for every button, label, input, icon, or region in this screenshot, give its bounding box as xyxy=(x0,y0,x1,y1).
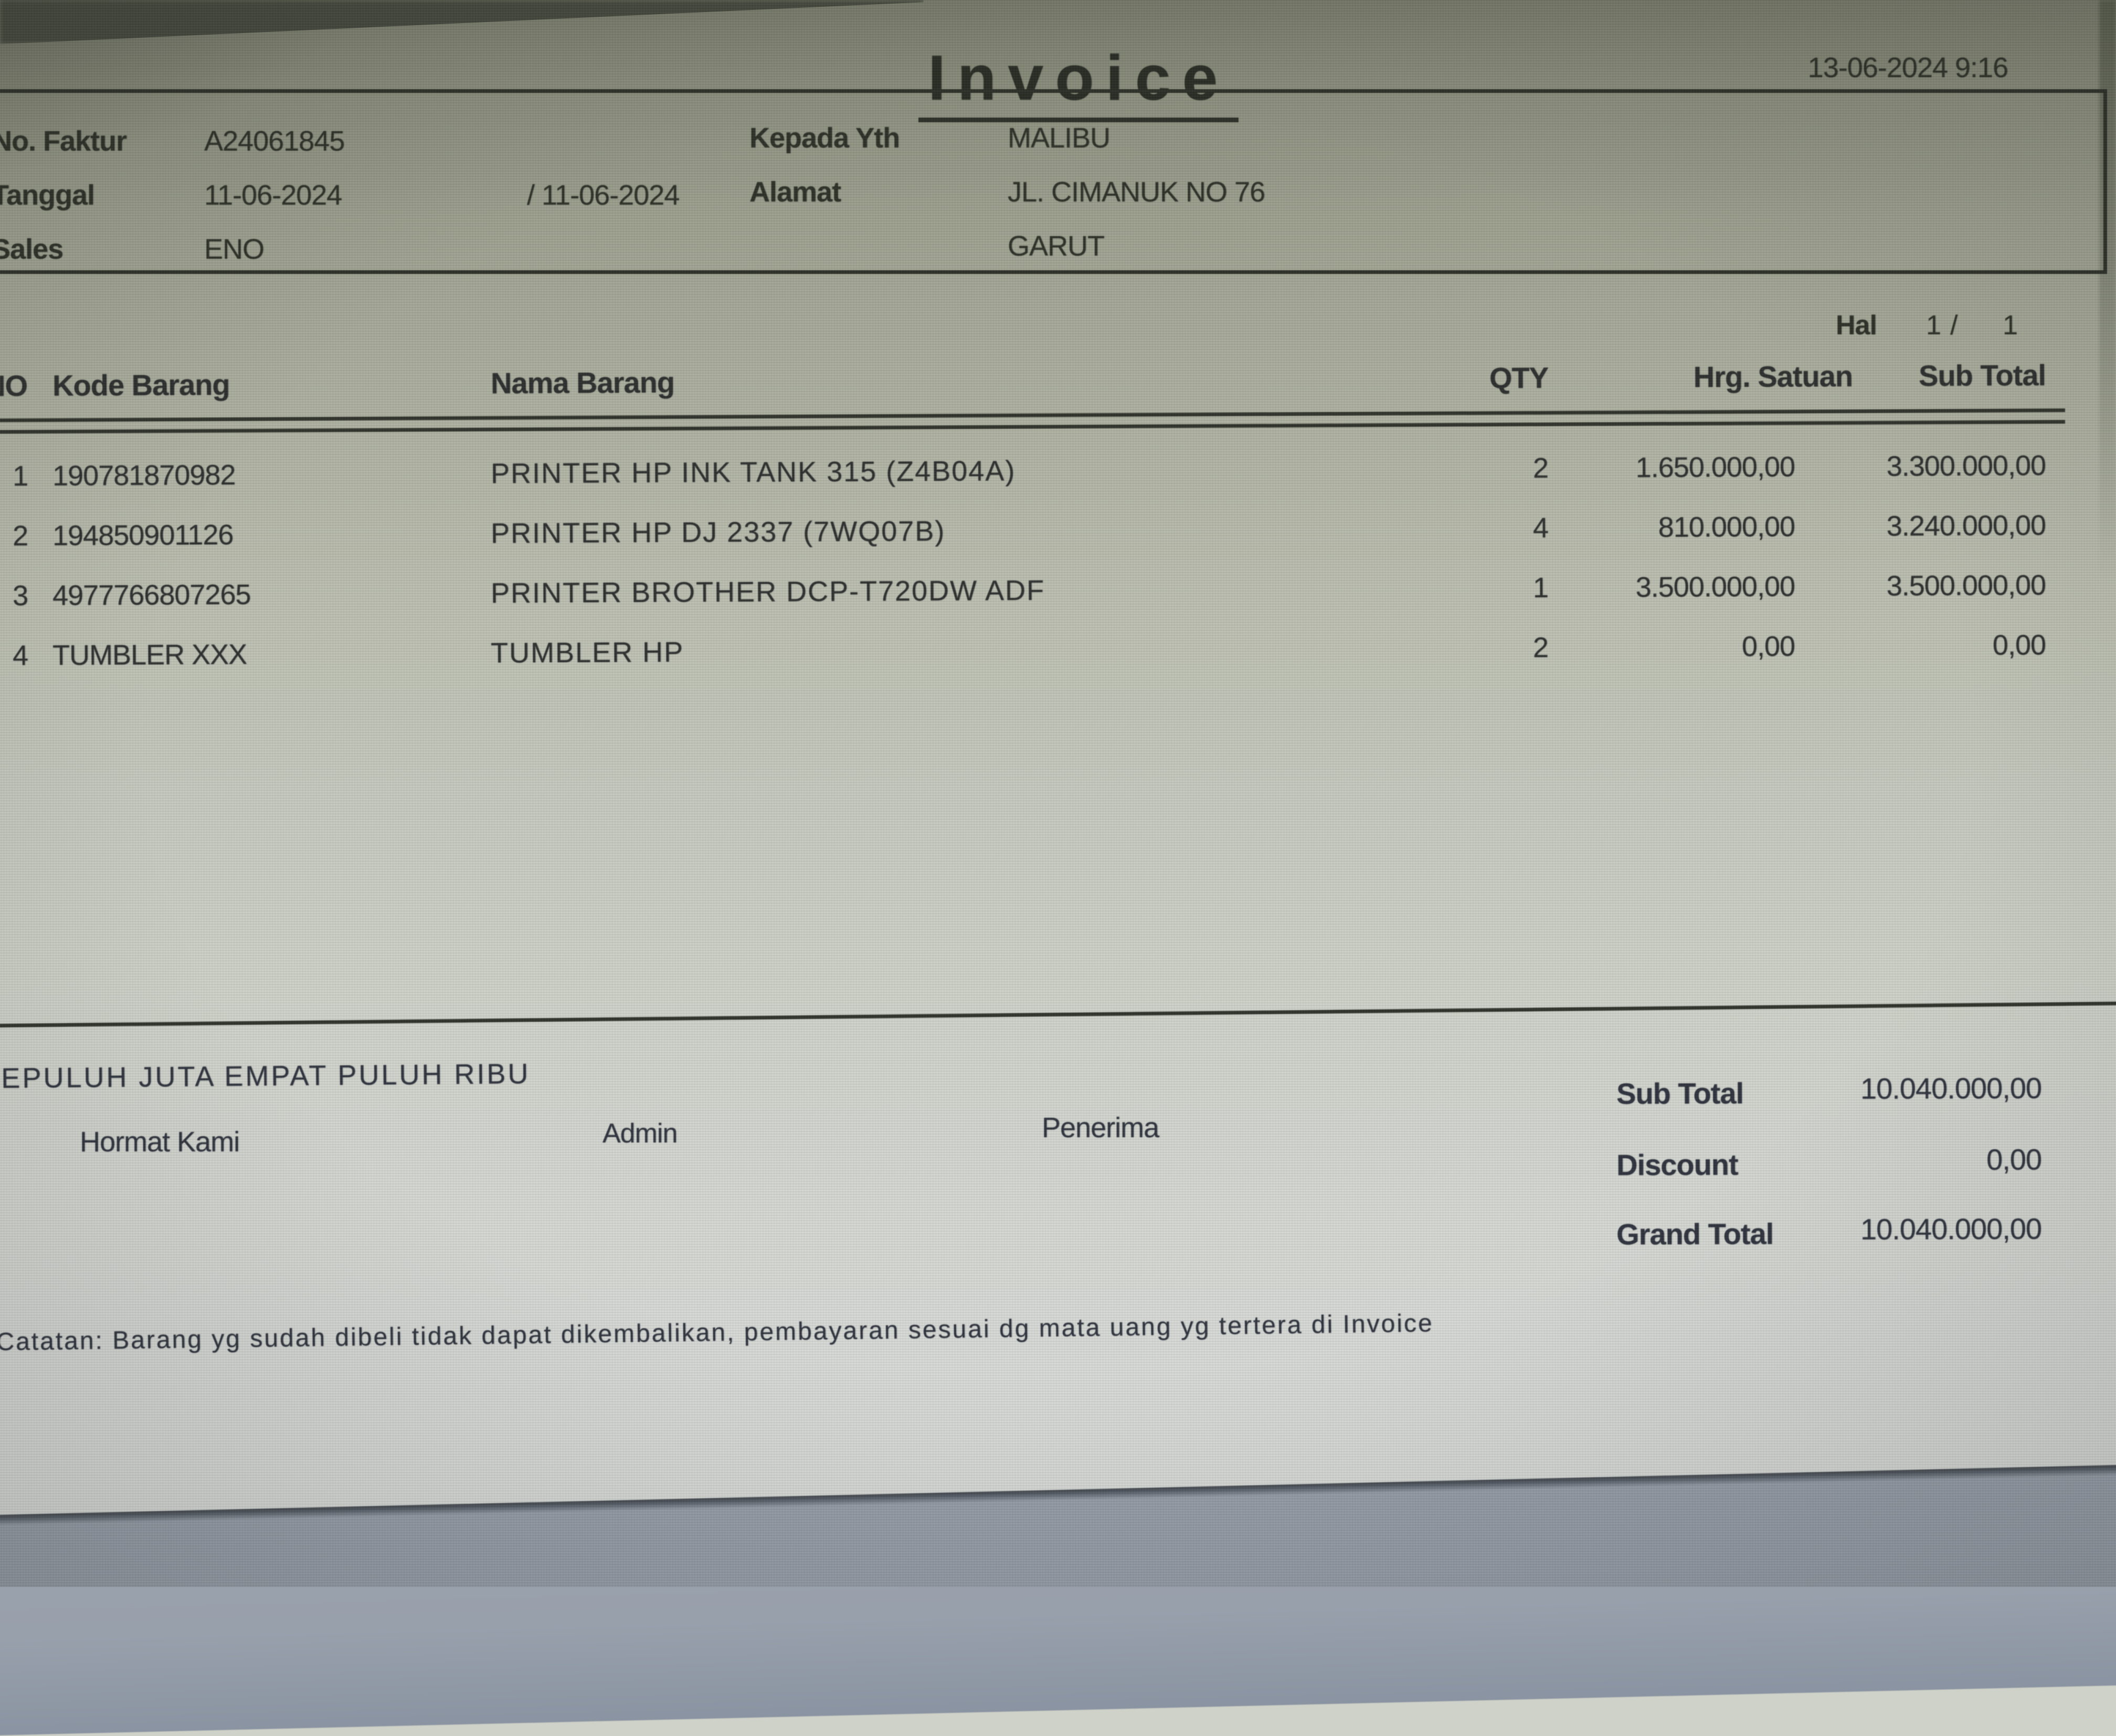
signature-admin: Admin xyxy=(602,1118,678,1149)
grand-total-row: Grand Total 10.040.000,00 xyxy=(1616,1212,2047,1251)
cell-qty: 1 xyxy=(1532,572,1549,604)
discount-row: Discount 0,00 xyxy=(1616,1142,2047,1182)
amount-in-words: EPULUH JUTA EMPAT PULUH RIBU xyxy=(1,1058,531,1094)
tanggal-due-value: / 11-06-2024 xyxy=(527,179,680,211)
cell-nama: TUMBLER HP xyxy=(490,636,684,669)
subtotal-row: Sub Total 10.040.000,00 xyxy=(1616,1071,2047,1110)
footer-note: Catatan: Barang yg sudah dibeli tidak da… xyxy=(0,1309,1434,1356)
header-box xyxy=(0,89,2107,274)
cell-nama: PRINTER HP DJ 2337 (7WQ07B) xyxy=(490,515,946,549)
cell-no: 1 xyxy=(12,460,28,492)
cell-no: 3 xyxy=(12,580,28,612)
cell-nama: PRINTER BROTHER DCP-T720DW ADF xyxy=(490,575,1045,609)
cell-no: 4 xyxy=(12,640,28,672)
col-header-no: NO xyxy=(0,369,28,403)
signature-hormat-kami: Hormat Kami xyxy=(80,1126,240,1158)
page-current: 1 xyxy=(1926,310,1941,341)
subtotal-value: 10.040.000,00 xyxy=(1860,1071,2042,1105)
discount-label: Discount xyxy=(1616,1148,1738,1182)
col-header-sub: Sub Total xyxy=(1918,358,2046,393)
no-faktur-label: No. Faktur xyxy=(0,125,127,157)
tanggal-value: 11-06-2024 xyxy=(204,179,342,211)
screen-background xyxy=(0,0,2116,1587)
corner-shadow xyxy=(0,0,2116,1587)
page-separator: / xyxy=(1950,310,1958,341)
page-title: Invoice xyxy=(918,41,1239,122)
cell-kode: TUMBLER XXX xyxy=(52,639,247,672)
table-header-row: NO Kode Barang Nama Barang QTY Hrg. Satu… xyxy=(0,357,2116,406)
customer-name: MALIBU xyxy=(1008,122,1110,154)
alamat-label: Alamat xyxy=(749,176,841,208)
col-header-kode: Kode Barang xyxy=(52,368,230,403)
table-row: 3 4977766807265 PRINTER BROTHER DCP-T720… xyxy=(0,568,2116,617)
discount-value: 0,00 xyxy=(1986,1142,2042,1176)
sales-value: ENO xyxy=(204,234,264,265)
page-indicator-label: Hal xyxy=(1836,310,1877,341)
cell-nama: PRINTER HP INK TANK 315 (Z4B04A) xyxy=(490,455,1016,490)
page-total: 1 xyxy=(2003,310,2018,341)
no-faktur-value: A24061845 xyxy=(204,125,345,157)
address-city: GARUT xyxy=(1008,230,1105,262)
cell-kode: 194850901126 xyxy=(52,519,234,552)
col-header-qty: QTY xyxy=(1489,361,1549,395)
sales-label: Sales xyxy=(0,234,64,265)
cell-sub: 0,00 xyxy=(1992,629,2046,661)
cell-kode: 190781870982 xyxy=(52,459,236,492)
tanggal-label: Tanggal xyxy=(0,179,95,211)
signature-penerima: Penerima xyxy=(1042,1112,1159,1144)
cell-qty: 4 xyxy=(1532,512,1549,544)
cell-sub: 3.300.000,00 xyxy=(1886,450,2046,482)
cell-kode: 4977766807265 xyxy=(52,579,251,612)
cell-qty: 2 xyxy=(1532,452,1549,484)
header-rule-bottom xyxy=(0,420,2065,434)
col-header-nama: Nama Barang xyxy=(490,365,675,400)
address-line: JL. CIMANUK NO 76 xyxy=(1008,176,1265,208)
table-row: 2 194850901126 PRINTER HP DJ 2337 (7WQ07… xyxy=(0,509,2116,557)
print-datetime: 13-06-2024 9:16 xyxy=(1807,52,2008,83)
cell-no: 2 xyxy=(12,520,28,552)
totals-divider xyxy=(0,1001,2116,1028)
cell-sub: 3.500.000,00 xyxy=(1886,569,2046,602)
kepada-yth-label: Kepada Yth xyxy=(749,122,900,154)
bottom-gray-band xyxy=(0,1462,2116,1736)
cell-qty: 2 xyxy=(1532,632,1549,664)
cell-sub: 3.240.000,00 xyxy=(1886,510,2046,542)
right-edge-shade xyxy=(2099,0,2116,682)
header-rule-top xyxy=(0,408,2065,422)
invoice-document: Invoice 13-06-2024 9:16 No. Faktur A2406… xyxy=(0,41,2116,1736)
table-row: 4 TUMBLER XXX TUMBLER HP 2 0,00 0,00 xyxy=(0,628,2116,677)
table-row: 1 190781870982 PRINTER HP INK TANK 315 (… xyxy=(0,449,2116,497)
grand-total-value: 10.040.000,00 xyxy=(1860,1212,2042,1246)
